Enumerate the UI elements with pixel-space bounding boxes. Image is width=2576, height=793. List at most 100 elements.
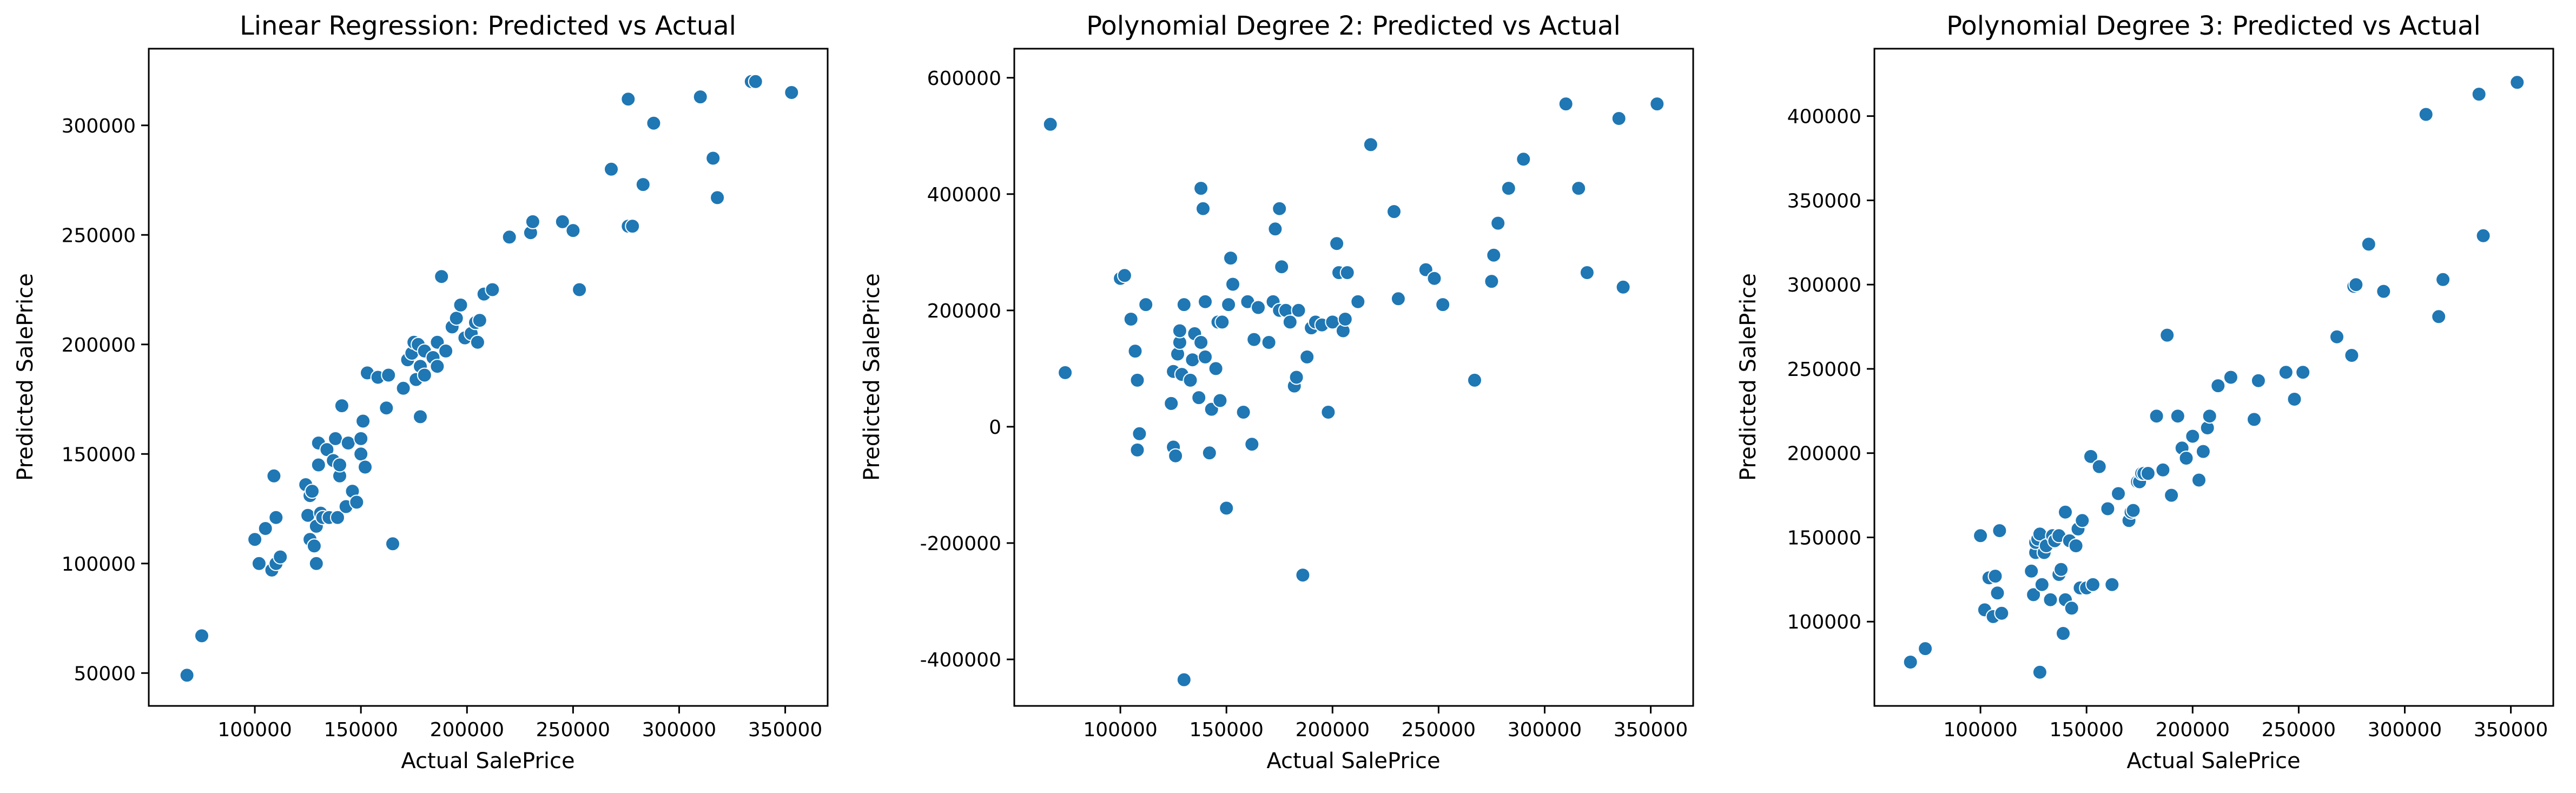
- data-point: [1649, 96, 1665, 112]
- data-point: [413, 409, 428, 425]
- data-point: [710, 190, 725, 206]
- y-axis-ticks: 50000 100000 150000 200000 250000 300000: [62, 115, 149, 685]
- x-tick-label: 300000: [2368, 719, 2442, 741]
- data-point: [1221, 297, 1237, 313]
- data-point: [2475, 228, 2491, 243]
- data-point: [1132, 426, 1147, 441]
- data-point: [1198, 294, 1213, 309]
- chart-title: Linear Regression: Predicted vs Actual: [240, 11, 736, 41]
- data-point: [1130, 372, 1145, 388]
- data-point: [266, 468, 282, 484]
- data-point: [2032, 664, 2047, 680]
- data-point: [1127, 343, 1143, 359]
- data-point: [1291, 302, 1306, 318]
- data-point: [748, 74, 763, 89]
- data-point: [1490, 215, 1506, 231]
- data-point: [1992, 523, 2007, 538]
- y-axis-label: Predicted SalePrice: [860, 273, 884, 481]
- y-tick-label: 400000: [1787, 106, 1861, 128]
- data-point: [1558, 96, 1574, 112]
- y-tick-label: 200000: [1787, 443, 1861, 465]
- x-tick-label: 200000: [2156, 719, 2230, 741]
- data-point: [2104, 577, 2120, 592]
- y-axis-ticks: -400000 -200000 0 200000 400000 600000: [920, 68, 1014, 671]
- x-tick-label: 100000: [217, 719, 292, 741]
- y-tick-label: 300000: [62, 115, 136, 137]
- data-point: [2287, 392, 2302, 407]
- x-tick-label: 350000: [1614, 719, 1688, 741]
- data-point: [385, 536, 400, 552]
- data-point: [646, 115, 662, 131]
- data-point: [1172, 323, 1187, 339]
- data-point: [305, 484, 320, 499]
- x-tick-label: 250000: [1402, 719, 1476, 741]
- data-point: [2170, 408, 2185, 424]
- chart-panel-polynomial-degree-2: Polynomial Degree 2: Predicted vs Actual…: [860, 11, 1694, 774]
- y-tick-label: 150000: [62, 444, 136, 466]
- data-point: [565, 223, 581, 239]
- data-point: [1272, 201, 1287, 216]
- data-point: [2075, 513, 2090, 528]
- data-point: [472, 313, 487, 328]
- y-axis-ticks: 100000 150000 200000 250000 300000 350000 4000…: [1787, 106, 1874, 633]
- x-tick-label: 300000: [642, 719, 716, 741]
- data-point: [2034, 577, 2050, 592]
- data-point: [1236, 405, 1251, 420]
- data-point: [1339, 265, 1355, 280]
- data-point: [470, 334, 485, 350]
- data-point: [1987, 569, 2003, 584]
- y-axis-label: Predicted SalePrice: [13, 273, 38, 481]
- data-point: [1138, 297, 1154, 313]
- data-point: [2178, 451, 2194, 466]
- data-point: [273, 549, 288, 565]
- data-point: [1201, 445, 1217, 461]
- data-point: [2185, 428, 2201, 444]
- data-point: [2191, 472, 2207, 488]
- data-point: [1164, 395, 1179, 411]
- x-tick-label: 250000: [536, 719, 610, 741]
- data-point: [2026, 587, 2042, 603]
- y-tick-label: 250000: [62, 224, 136, 247]
- data-point: [692, 89, 708, 105]
- data-point: [379, 400, 394, 416]
- data-point: [1193, 335, 1209, 350]
- data-point: [2435, 272, 2451, 287]
- y-tick-label: 250000: [1787, 359, 1861, 381]
- data-point: [268, 510, 284, 525]
- y-tick-label: 200000: [62, 334, 136, 356]
- data-point: [1176, 297, 1192, 313]
- y-tick-label: 0: [989, 417, 1001, 439]
- data-point: [1123, 312, 1139, 327]
- data-point: [334, 398, 349, 414]
- data-point: [1289, 369, 1304, 385]
- x-axis-ticks: 100000 150000 200000 250000 300000 350000: [1083, 706, 1688, 741]
- data-point: [1274, 259, 1290, 275]
- data-point: [1185, 352, 1200, 368]
- data-point: [2344, 348, 2360, 363]
- data-point: [353, 431, 369, 446]
- data-point: [2361, 236, 2376, 252]
- data-point: [453, 297, 468, 313]
- data-point: [1350, 294, 1366, 309]
- data-point: [247, 532, 263, 547]
- x-tick-label: 150000: [2049, 719, 2123, 741]
- data-point: [417, 367, 432, 383]
- x-tick-label: 200000: [430, 719, 504, 741]
- data-point: [1320, 405, 1336, 420]
- x-axis-ticks: 100000 150000 200000 250000 300000 350000: [217, 706, 822, 741]
- data-point: [2056, 626, 2071, 641]
- data-point: [1426, 270, 1442, 286]
- data-point: [620, 91, 636, 107]
- x-tick-label: 100000: [1943, 719, 2017, 741]
- y-tick-label: 100000: [62, 553, 136, 576]
- y-tick-label: 50000: [74, 663, 136, 685]
- x-tick-label: 350000: [2474, 719, 2548, 741]
- data-point: [1299, 349, 1315, 365]
- data-point: [1130, 442, 1145, 458]
- data-point: [1615, 279, 1631, 295]
- data-point: [1244, 437, 1260, 452]
- data-point: [1117, 268, 1132, 283]
- data-point: [1571, 181, 1587, 196]
- data-point: [2100, 501, 2116, 517]
